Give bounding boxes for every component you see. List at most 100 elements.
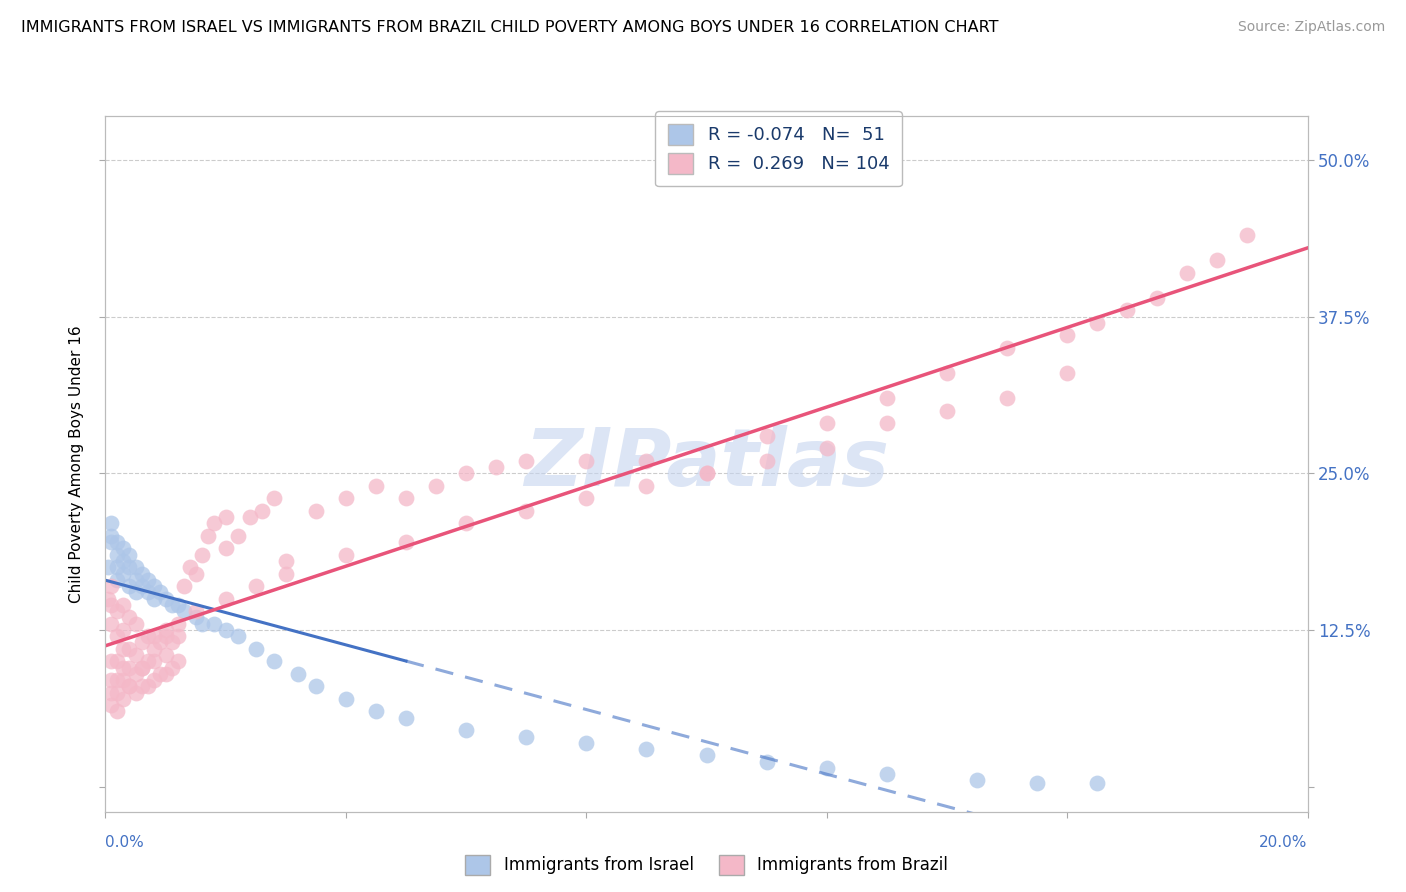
- Point: [515, 453, 537, 467]
- Point: [515, 730, 537, 744]
- Point: [166, 629, 188, 643]
- Point: [112, 692, 135, 706]
- Point: [118, 641, 141, 656]
- Text: 20.0%: 20.0%: [1260, 836, 1308, 850]
- Point: [1236, 228, 1258, 243]
- Point: [202, 516, 225, 531]
- Point: [226, 629, 249, 643]
- Point: [136, 679, 159, 693]
- Point: [112, 598, 135, 612]
- Point: [142, 579, 165, 593]
- Point: [124, 685, 146, 699]
- Point: [335, 491, 357, 506]
- Point: [131, 679, 153, 693]
- Point: [815, 416, 838, 430]
- Point: [136, 654, 159, 668]
- Point: [166, 616, 188, 631]
- Point: [118, 679, 141, 693]
- Point: [100, 616, 122, 631]
- Point: [131, 579, 153, 593]
- Point: [107, 705, 129, 719]
- Point: [142, 673, 165, 687]
- Point: [148, 666, 170, 681]
- Point: [100, 654, 122, 668]
- Point: [636, 479, 658, 493]
- Point: [395, 535, 418, 549]
- Point: [364, 479, 387, 493]
- Point: [112, 541, 135, 556]
- Text: IMMIGRANTS FROM ISRAEL VS IMMIGRANTS FROM BRAZIL CHILD POVERTY AMONG BOYS UNDER : IMMIGRANTS FROM ISRAEL VS IMMIGRANTS FRO…: [21, 20, 998, 35]
- Point: [274, 566, 297, 581]
- Point: [107, 560, 129, 574]
- Point: [142, 654, 165, 668]
- Point: [112, 623, 135, 637]
- Point: [107, 535, 129, 549]
- Point: [876, 416, 898, 430]
- Point: [305, 679, 328, 693]
- Point: [112, 660, 135, 674]
- Point: [155, 591, 177, 606]
- Point: [142, 641, 165, 656]
- Point: [876, 391, 898, 405]
- Point: [936, 366, 959, 380]
- Point: [160, 635, 183, 649]
- Point: [1116, 303, 1139, 318]
- Point: [160, 660, 183, 674]
- Y-axis label: Child Poverty Among Boys Under 16: Child Poverty Among Boys Under 16: [69, 325, 84, 603]
- Point: [305, 504, 328, 518]
- Point: [1085, 316, 1108, 330]
- Point: [136, 629, 159, 643]
- Point: [155, 648, 177, 662]
- Text: Source: ZipAtlas.com: Source: ZipAtlas.com: [1237, 20, 1385, 34]
- Point: [1206, 253, 1229, 268]
- Point: [190, 548, 212, 562]
- Point: [100, 579, 122, 593]
- Point: [364, 705, 387, 719]
- Point: [214, 591, 236, 606]
- Point: [936, 403, 959, 417]
- Point: [1146, 291, 1168, 305]
- Point: [131, 660, 153, 674]
- Point: [107, 685, 129, 699]
- Point: [142, 591, 165, 606]
- Point: [107, 673, 129, 687]
- Text: 0.0%: 0.0%: [105, 836, 145, 850]
- Point: [124, 585, 146, 599]
- Point: [815, 761, 838, 775]
- Point: [100, 698, 122, 713]
- Point: [100, 529, 122, 543]
- Point: [263, 654, 285, 668]
- Point: [454, 516, 477, 531]
- Point: [1085, 776, 1108, 790]
- Point: [214, 510, 236, 524]
- Point: [131, 660, 153, 674]
- Point: [274, 554, 297, 568]
- Point: [202, 616, 225, 631]
- Point: [335, 548, 357, 562]
- Point: [155, 623, 177, 637]
- Point: [636, 453, 658, 467]
- Point: [155, 629, 177, 643]
- Point: [97, 560, 120, 574]
- Point: [1056, 366, 1078, 380]
- Point: [100, 516, 122, 531]
- Point: [148, 585, 170, 599]
- Point: [696, 467, 718, 481]
- Point: [1026, 776, 1049, 790]
- Point: [815, 441, 838, 455]
- Point: [755, 453, 778, 467]
- Point: [214, 623, 236, 637]
- Point: [131, 635, 153, 649]
- Point: [995, 341, 1018, 355]
- Point: [1056, 328, 1078, 343]
- Point: [136, 573, 159, 587]
- Point: [112, 641, 135, 656]
- Point: [107, 548, 129, 562]
- Point: [118, 560, 141, 574]
- Point: [118, 610, 141, 624]
- Point: [197, 529, 219, 543]
- Point: [395, 711, 418, 725]
- Point: [696, 467, 718, 481]
- Point: [112, 554, 135, 568]
- Point: [166, 654, 188, 668]
